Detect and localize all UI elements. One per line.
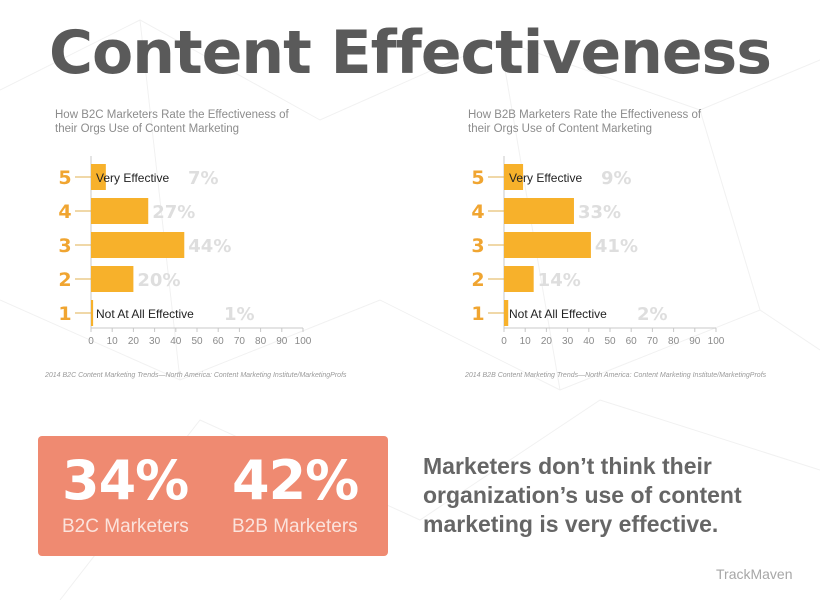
b2c-bar-chart: 5 Very Effective 7% 4 27% 3 44% 2 20% 1 Not At All… bbox=[58, 156, 312, 347]
x-tick-label: 60 bbox=[626, 336, 638, 347]
bar-annotation: Not At All Effective bbox=[96, 307, 194, 321]
x-tick-label: 10 bbox=[107, 336, 119, 347]
x-tick-label: 50 bbox=[604, 336, 616, 347]
bar bbox=[91, 266, 134, 292]
stats-box: 34% B2C Marketers 42% B2B Marketers bbox=[38, 436, 388, 556]
category-label: 3 bbox=[58, 235, 71, 257]
value-label: 20% bbox=[137, 270, 180, 291]
chart-subtitle: How B2B Marketers Rate the Effectiveness… bbox=[468, 109, 702, 135]
x-tick-label: 70 bbox=[234, 336, 246, 347]
x-tick-label: 90 bbox=[276, 336, 288, 347]
chart-subtitle: How B2C Marketers Rate the Effectiveness… bbox=[55, 109, 289, 135]
x-tick-label: 70 bbox=[647, 336, 659, 347]
bar-annotation: Not At All Effective bbox=[509, 307, 607, 321]
value-label: 14% bbox=[538, 270, 581, 291]
b2c-stat-label: B2C Marketers bbox=[62, 516, 189, 537]
x-tick-label: 30 bbox=[149, 336, 161, 347]
category-label: 1 bbox=[58, 303, 71, 325]
value-label: 9% bbox=[601, 168, 632, 189]
b2b-stat-value: 42% bbox=[232, 449, 359, 512]
b2c-stat: 34% B2C Marketers bbox=[62, 450, 189, 538]
bar bbox=[504, 300, 509, 326]
x-tick-label: 40 bbox=[170, 336, 182, 347]
value-label: 44% bbox=[188, 236, 231, 257]
brand-logo: TrackMaven bbox=[716, 566, 793, 582]
x-tick-label: 20 bbox=[128, 336, 140, 347]
value-label: 27% bbox=[152, 202, 195, 223]
x-tick-label: 100 bbox=[295, 336, 312, 347]
bar bbox=[504, 266, 534, 292]
category-label: 4 bbox=[471, 201, 484, 223]
x-tick-label: 30 bbox=[562, 336, 574, 347]
bar-annotation: Very Effective bbox=[96, 171, 169, 185]
bar bbox=[504, 164, 524, 190]
tagline: Marketers don’t think their organization… bbox=[423, 453, 742, 537]
category-label: 5 bbox=[58, 167, 71, 189]
value-label: 2% bbox=[637, 304, 668, 325]
bar bbox=[91, 198, 149, 224]
value-label: 33% bbox=[578, 202, 621, 223]
bar bbox=[504, 232, 591, 258]
x-tick-label: 60 bbox=[213, 336, 225, 347]
category-label: 4 bbox=[58, 201, 71, 223]
value-label: 1% bbox=[224, 304, 255, 325]
category-label: 3 bbox=[471, 235, 484, 257]
bar bbox=[504, 198, 574, 224]
category-label: 2 bbox=[471, 269, 484, 291]
x-tick-label: 80 bbox=[668, 336, 680, 347]
x-tick-label: 90 bbox=[689, 336, 701, 347]
bar bbox=[91, 300, 94, 326]
category-label: 5 bbox=[471, 167, 484, 189]
value-label: 41% bbox=[595, 236, 638, 257]
bar bbox=[91, 164, 106, 190]
b2b-bar-chart: 5 Very Effective 9% 4 33% 3 41% 2 14% 1 Not At All… bbox=[471, 156, 725, 347]
x-tick-label: 20 bbox=[541, 336, 553, 347]
x-tick-label: 80 bbox=[255, 336, 267, 347]
b2b-stat: 42% B2B Marketers bbox=[232, 449, 359, 538]
x-tick-label: 100 bbox=[708, 336, 725, 347]
x-tick-label: 0 bbox=[501, 336, 507, 347]
b2c-chart: How B2C Marketers Rate the Effectiveness… bbox=[55, 108, 385, 398]
x-tick-label: 0 bbox=[88, 336, 94, 347]
bar-annotation: Very Effective bbox=[509, 171, 582, 185]
x-tick-label: 50 bbox=[191, 336, 203, 347]
bar bbox=[91, 232, 185, 258]
x-tick-label: 40 bbox=[583, 336, 595, 347]
category-label: 1 bbox=[471, 303, 484, 325]
category-label: 2 bbox=[58, 269, 71, 291]
page-title: Content Effectiveness bbox=[49, 18, 772, 88]
b2c-stat-value: 34% bbox=[62, 449, 189, 512]
b2b-chart: How B2B Marketers Rate the Effectiveness… bbox=[468, 108, 798, 398]
b2b-stat-label: B2B Marketers bbox=[232, 516, 358, 537]
b2b-source-note: 2014 B2B Content Marketing Trends—North … bbox=[465, 372, 767, 379]
b2c-source-note: 2014 B2C Content Marketing Trends—North … bbox=[45, 372, 347, 379]
x-tick-label: 10 bbox=[520, 336, 532, 347]
value-label: 7% bbox=[188, 168, 219, 189]
